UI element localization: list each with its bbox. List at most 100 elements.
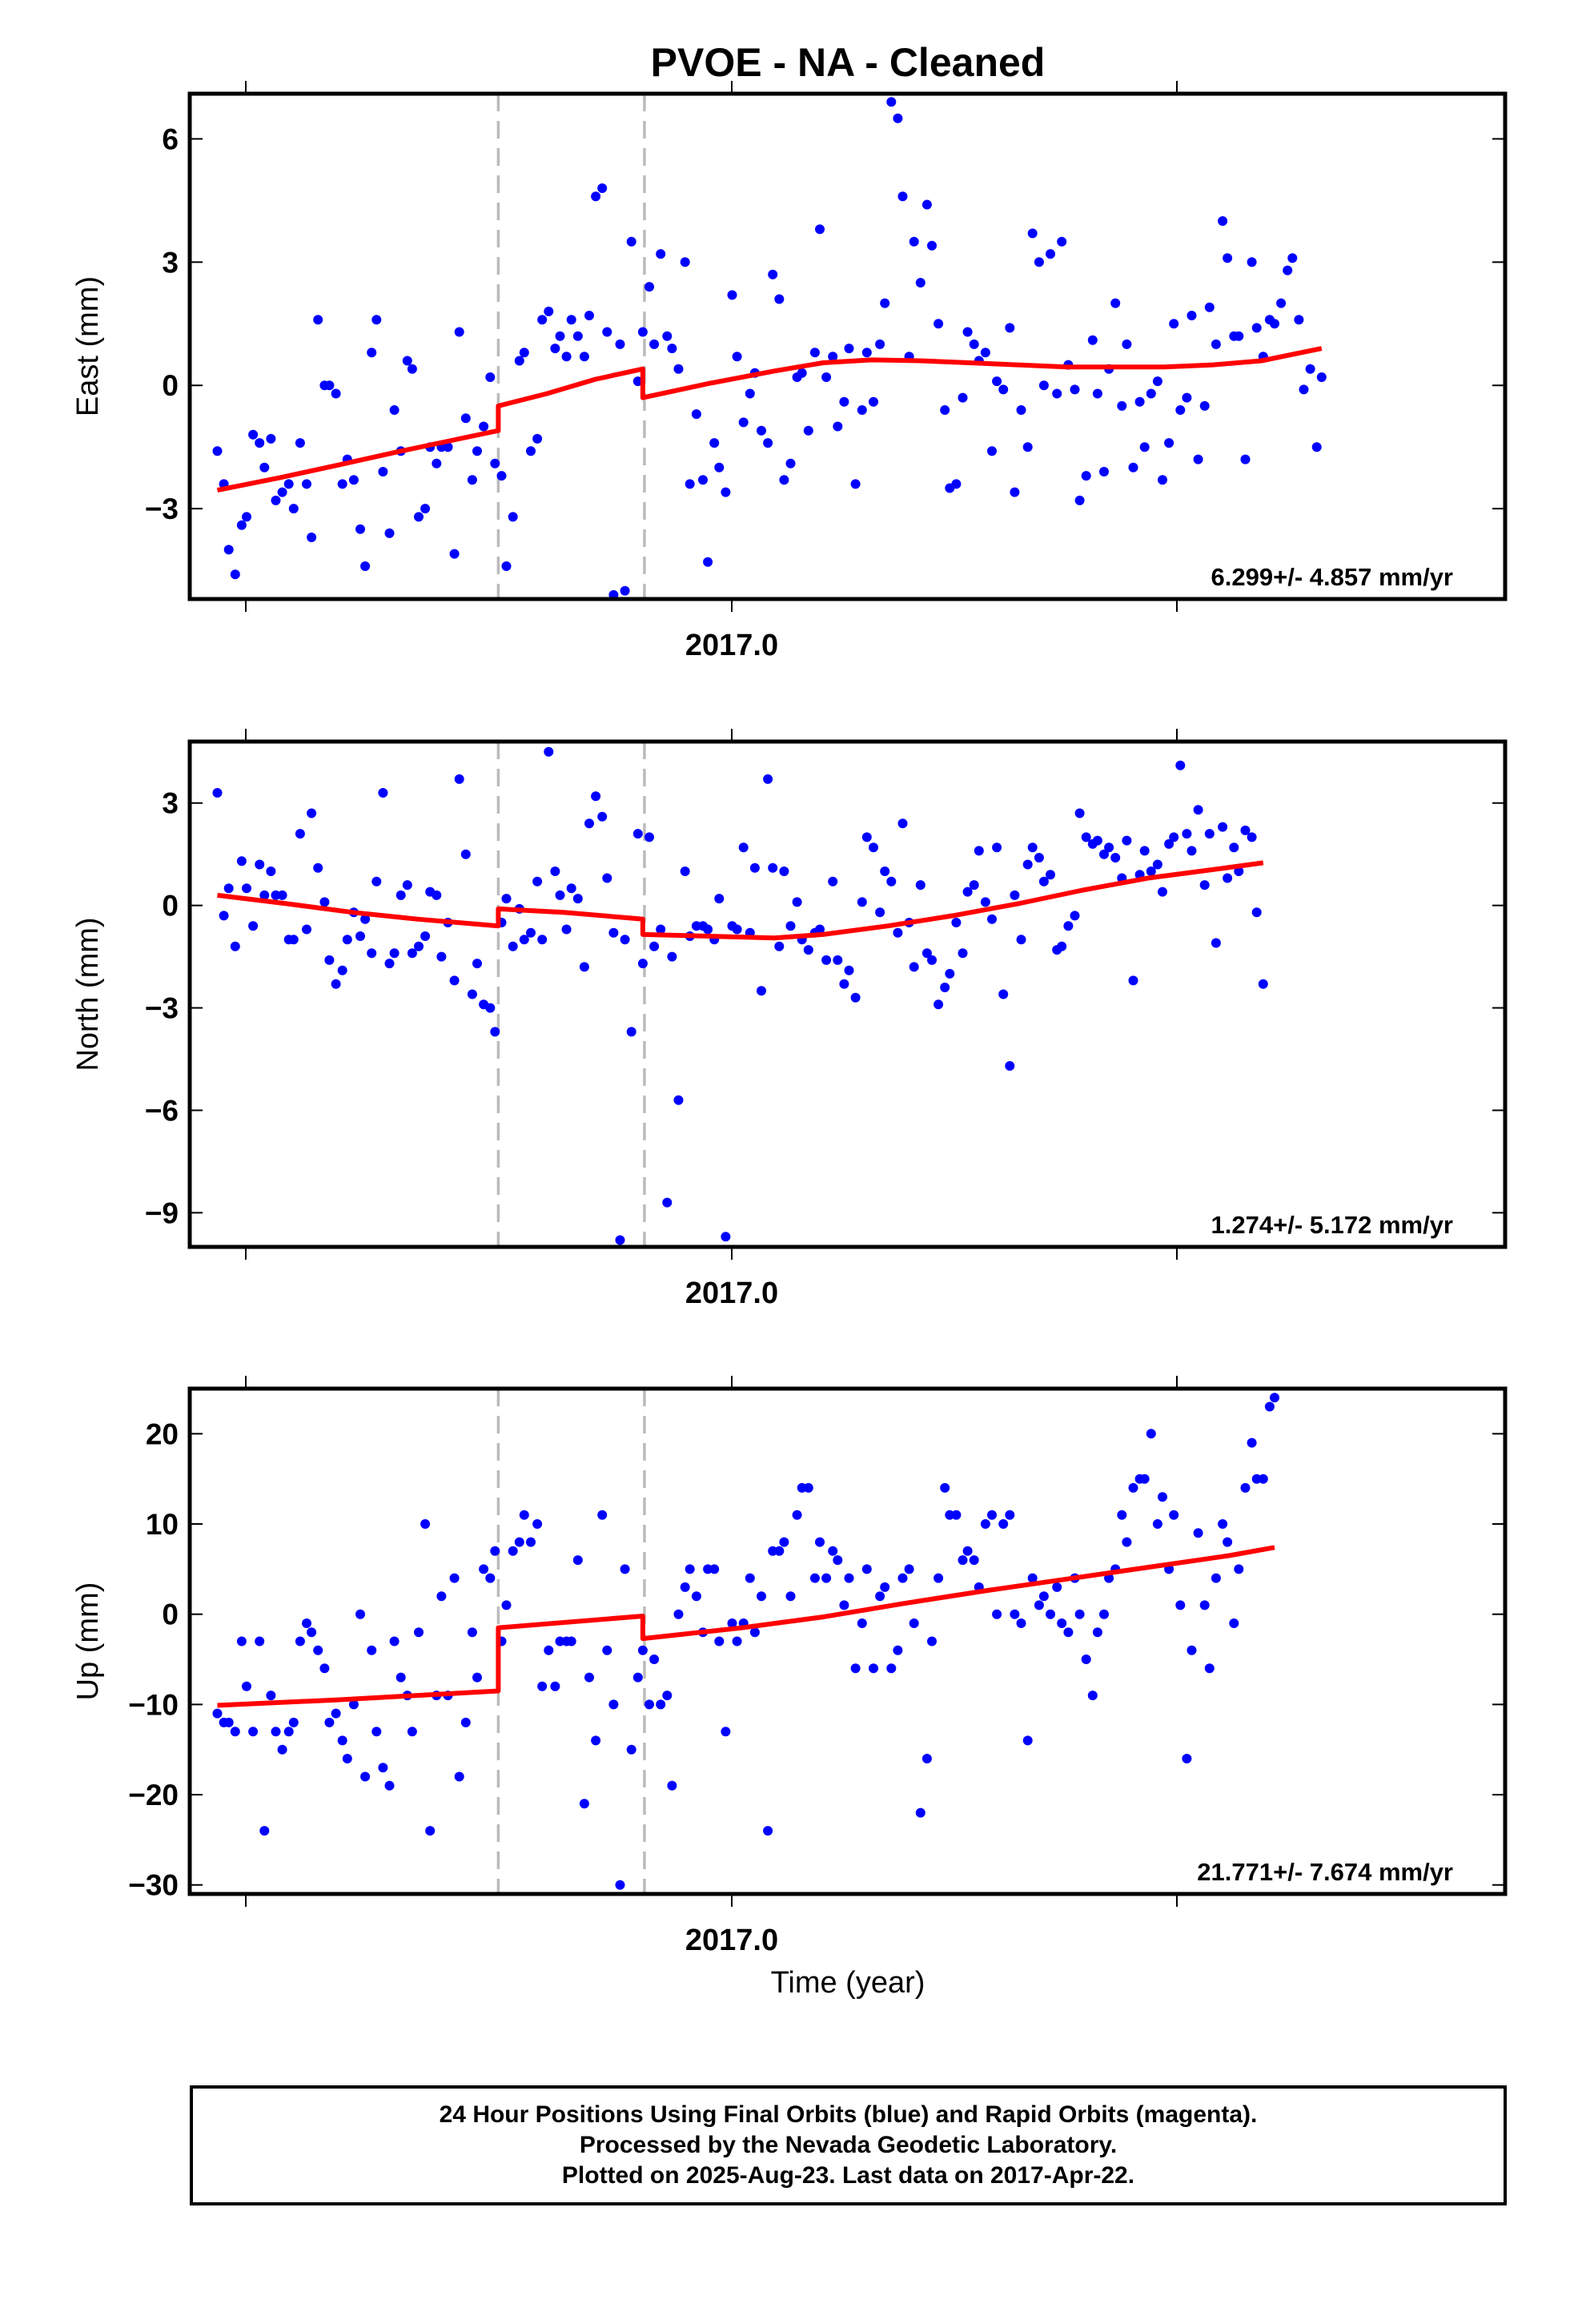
data-point: [544, 1645, 554, 1655]
data-point: [597, 183, 608, 193]
data-point: [951, 1510, 962, 1520]
data-point: [266, 433, 276, 444]
data-point: [1211, 938, 1221, 948]
rate-label: 21.771+/- 7.674 mm/yr: [1197, 1858, 1453, 1886]
data-point: [703, 924, 713, 935]
data-point: [1287, 253, 1298, 263]
data-point: [992, 1609, 1002, 1619]
data-point: [768, 862, 778, 873]
data-point: [532, 1519, 543, 1529]
data-point: [212, 446, 223, 456]
data-points: [212, 746, 1268, 1245]
data-point: [579, 352, 589, 362]
data-point: [384, 528, 395, 538]
data-point: [1175, 760, 1186, 770]
data-point: [313, 862, 323, 873]
data-point: [572, 331, 583, 341]
data-point: [909, 236, 919, 247]
data-point: [992, 842, 1002, 853]
data-point: [302, 1618, 311, 1628]
data-point: [821, 372, 832, 382]
data-point: [875, 339, 885, 349]
data-point: [844, 1573, 854, 1583]
data-point: [360, 1771, 371, 1782]
data-point: [626, 236, 636, 247]
data-point: [897, 1573, 908, 1583]
data-point: [680, 866, 690, 876]
data-point: [407, 1727, 417, 1737]
data-point: [934, 1573, 944, 1583]
data-point: [1104, 842, 1114, 853]
data-point: [656, 1699, 666, 1710]
data-point: [738, 417, 749, 428]
data-point: [342, 1754, 352, 1763]
data-point: [1146, 1429, 1156, 1439]
data-point: [880, 298, 890, 308]
data-point: [662, 331, 673, 341]
data-point: [591, 191, 601, 202]
data-point: [550, 1681, 560, 1691]
data-point: [544, 746, 554, 757]
data-point: [355, 931, 365, 941]
data-point: [980, 1519, 990, 1529]
data-point: [307, 808, 317, 818]
data-point: [1122, 339, 1132, 349]
data-point: [307, 1627, 317, 1638]
data-point: [443, 442, 453, 452]
data-point: [732, 1636, 742, 1647]
data-point: [319, 1663, 330, 1674]
data-point: [1081, 1655, 1091, 1664]
data-point: [857, 405, 867, 415]
data-point: [1010, 890, 1020, 900]
data-point: [1038, 380, 1049, 391]
data-point: [1223, 253, 1233, 263]
data-point: [313, 1645, 323, 1655]
data-point: [414, 512, 424, 522]
data-points: [212, 1393, 1279, 1890]
data-point: [467, 475, 477, 485]
data-point: [608, 1699, 619, 1710]
data-point: [680, 257, 690, 267]
data-point: [763, 438, 773, 448]
data-point: [519, 1510, 529, 1520]
data-point: [620, 585, 630, 596]
data-point: [242, 1681, 251, 1691]
data-point: [1251, 907, 1262, 918]
y-tick-label: −30: [128, 1869, 179, 1902]
data-point: [212, 1708, 223, 1719]
data-point: [1204, 302, 1215, 312]
data-point: [709, 438, 720, 448]
data-point: [378, 467, 388, 476]
data-point: [302, 924, 311, 935]
data-point: [951, 479, 962, 489]
data-point: [714, 894, 725, 904]
data-point: [869, 842, 878, 853]
data-point: [861, 832, 872, 842]
data-point: [501, 894, 512, 904]
data-point: [277, 890, 287, 900]
data-point: [526, 1537, 536, 1547]
data-point: [572, 1555, 583, 1566]
data-point: [449, 975, 460, 986]
data-point: [1122, 1537, 1132, 1547]
data-point: [1158, 475, 1167, 485]
data-point: [644, 832, 654, 842]
data-point: [749, 862, 760, 873]
data-point: [1152, 1519, 1162, 1529]
data-point: [620, 1564, 630, 1574]
data-point: [1057, 941, 1067, 951]
data-point: [768, 269, 778, 279]
data-point: [288, 935, 299, 945]
data-point: [331, 388, 341, 399]
data-point: [425, 1826, 436, 1836]
data-point: [698, 475, 708, 485]
data-point: [637, 327, 648, 337]
data-point: [407, 364, 417, 374]
data-point: [721, 1727, 731, 1737]
data-point: [1270, 319, 1279, 329]
data-point: [1193, 805, 1203, 815]
data-point: [389, 405, 400, 415]
data-point: [958, 392, 968, 403]
data-point: [1128, 975, 1138, 986]
data-point: [1311, 442, 1322, 452]
